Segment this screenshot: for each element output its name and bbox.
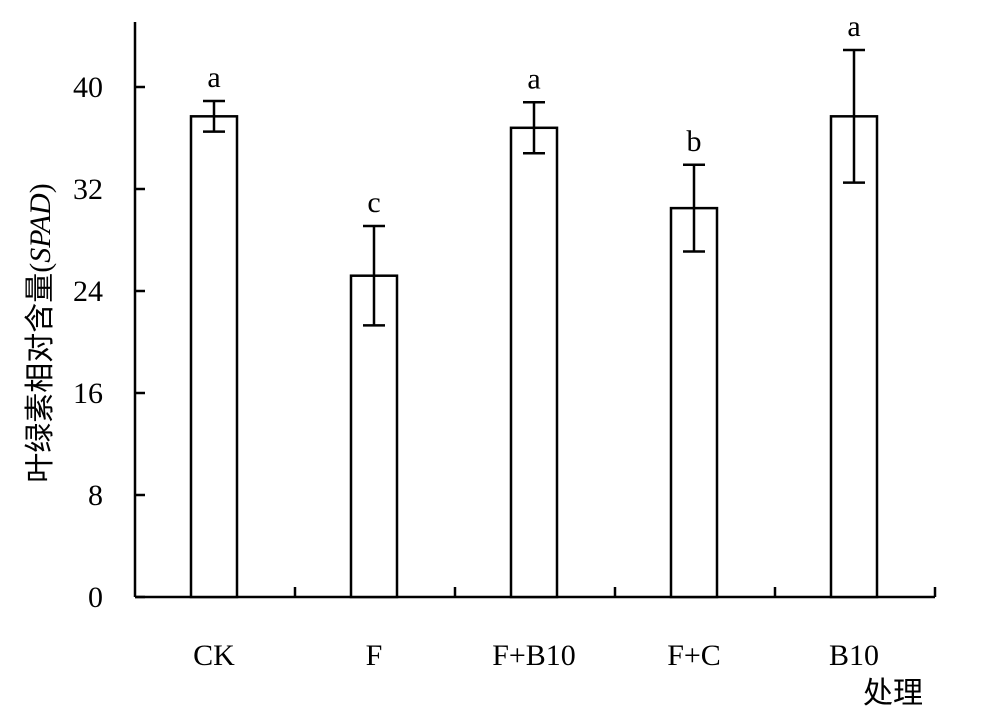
y-tick-label: 32 (73, 173, 103, 206)
y-tick-label: 8 (88, 479, 103, 512)
y-tick-label: 40 (73, 71, 103, 104)
significance-label: a (847, 10, 860, 43)
significance-label: a (207, 61, 220, 94)
y-axis-title-italic: SPAD (24, 193, 57, 263)
bar-F+C (669, 206, 719, 599)
x-axis-title: 处理 (863, 677, 923, 710)
bar-B10 (829, 115, 879, 599)
y-tick-label: 0 (88, 581, 103, 614)
y-tick-label: 24 (73, 275, 103, 308)
axes: 0 8 16 24 32 40 (73, 22, 937, 614)
bars (189, 48, 879, 599)
x-tick-label: F+B10 (492, 639, 576, 672)
labels: a CK c Fa F+B10 b F+C a B10 (193, 10, 879, 672)
y-axis-title-prefix: 叶绿素相对含量( (24, 263, 57, 483)
x-tick-label: F (366, 639, 383, 672)
y-axis-title: 叶绿素相对含量(SPAD) (24, 183, 57, 482)
bar-F+B10 (509, 126, 559, 599)
x-tick-label: B10 (829, 639, 879, 672)
y-axis-title-suffix: ) (24, 183, 57, 193)
x-tick-label: CK (193, 639, 235, 672)
bar-CK (189, 115, 239, 599)
significance-label: a (527, 62, 540, 95)
x-tick-label: F+C (667, 639, 721, 672)
bar-F (349, 274, 399, 599)
significance-label: c (367, 186, 380, 219)
significance-label: b (687, 125, 702, 158)
y-tick-label: 16 (73, 377, 103, 410)
